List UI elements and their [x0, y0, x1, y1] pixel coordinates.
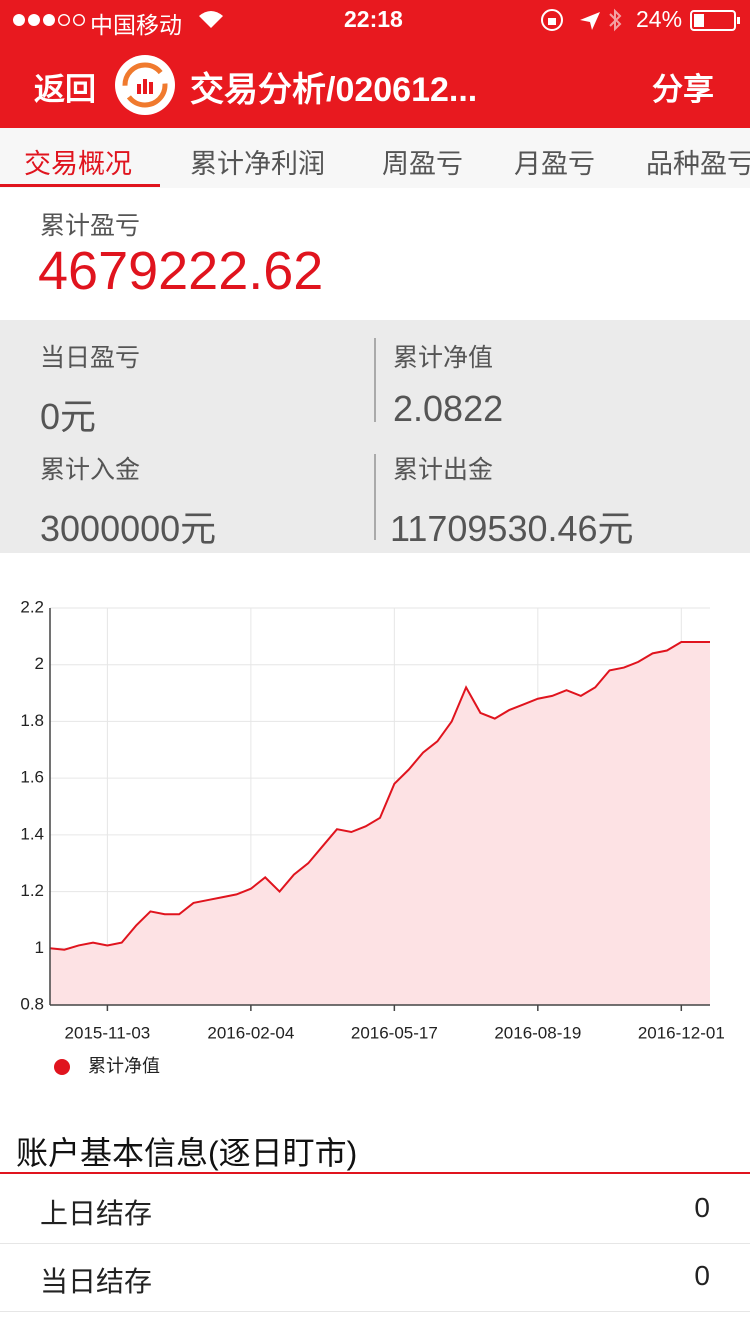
back-button[interactable]: 返回 — [34, 72, 96, 107]
stat-label: 累计入金 — [40, 456, 141, 484]
row-label: 上日结存 — [40, 1198, 153, 1229]
divider — [374, 338, 376, 422]
summary-value: 4679222.62 — [38, 241, 324, 301]
tab-bar: 交易概况 累计净利润 周盈亏 月盈亏 品种盈亏 — [0, 128, 750, 188]
section-title: 账户基本信息(逐日盯市) — [16, 1135, 358, 1171]
stat-label: 累计净值 — [393, 344, 494, 372]
y-tick-label: 2.2 — [20, 597, 44, 616]
battery-percent: 24% — [636, 6, 683, 32]
legend-label: 累计净值 — [88, 1056, 160, 1076]
battery-icon — [690, 10, 740, 31]
y-tick-label: 0.8 — [20, 994, 44, 1013]
tab[interactable]: 交易概况 — [24, 149, 132, 179]
time: 22:18 — [344, 6, 403, 32]
status-bar: 中国移动 22:18 24% — [0, 0, 750, 40]
page-title: 交易分析/020612... — [190, 71, 478, 109]
stat-label: 当日盈亏 — [40, 344, 141, 372]
info-row: 上日结存 0 — [0, 1176, 750, 1244]
row-value: 0 — [694, 1192, 710, 1223]
y-tick-label: 1 — [35, 938, 44, 957]
stat-value: 11709530.46元 — [390, 508, 634, 549]
tab[interactable]: 周盈亏 — [382, 149, 463, 179]
tab[interactable]: 月盈亏 — [514, 149, 595, 179]
legend-marker — [54, 1059, 70, 1075]
section-rule — [0, 1172, 750, 1174]
y-tick-label: 1.2 — [20, 881, 44, 900]
y-tick-label: 1.4 — [20, 824, 44, 843]
row-value: 0 — [694, 1260, 710, 1291]
y-tick-label: 1.6 — [20, 768, 44, 787]
share-button[interactable]: 分享 — [652, 72, 714, 107]
chart: 0.8 1 1.2 1.4 1.6 1.8 2 2.2 2015-11-03 2016-02-04… — [20, 597, 725, 1076]
x-tick-label: 2016-08-19 — [494, 1023, 581, 1042]
signal-icon — [13, 13, 86, 27]
tab[interactable]: 品种盈亏 — [646, 149, 750, 179]
stat-value: 0元 — [40, 396, 97, 437]
status-icons — [541, 8, 622, 32]
wifi-icon — [199, 11, 223, 28]
summary-label: 累计盈亏 — [40, 212, 141, 240]
tab[interactable]: 累计净利润 — [190, 149, 325, 179]
stat-value: 2.0822 — [393, 388, 504, 429]
nav-bar: 返回 交易分析/020612... 分享 — [0, 40, 750, 128]
stat-label: 累计出金 — [393, 456, 494, 484]
stat-value: 3000000元 — [40, 508, 217, 549]
x-tick-label: 2016-12-01 — [638, 1023, 725, 1042]
divider — [374, 454, 376, 540]
y-tick-label: 1.8 — [20, 711, 44, 730]
app-logo — [115, 55, 175, 115]
info-row: 当日结存 0 — [0, 1244, 750, 1312]
y-tick-label: 2 — [35, 654, 44, 673]
x-tick-label: 2016-02-04 — [207, 1023, 294, 1042]
stats-panel: 当日盈亏 0元 累计净值 2.0822 累计入金 3000000元 累计出金 1… — [0, 320, 750, 553]
row-label: 当日结存 — [40, 1266, 153, 1297]
line — [49, 641, 710, 951]
x-tick-label: 2015-11-03 — [65, 1023, 151, 1042]
area — [50, 642, 710, 1005]
carrier: 中国移动 — [90, 12, 182, 38]
tab-indicator — [0, 184, 160, 187]
x-tick-label: 2016-05-17 — [351, 1023, 438, 1042]
